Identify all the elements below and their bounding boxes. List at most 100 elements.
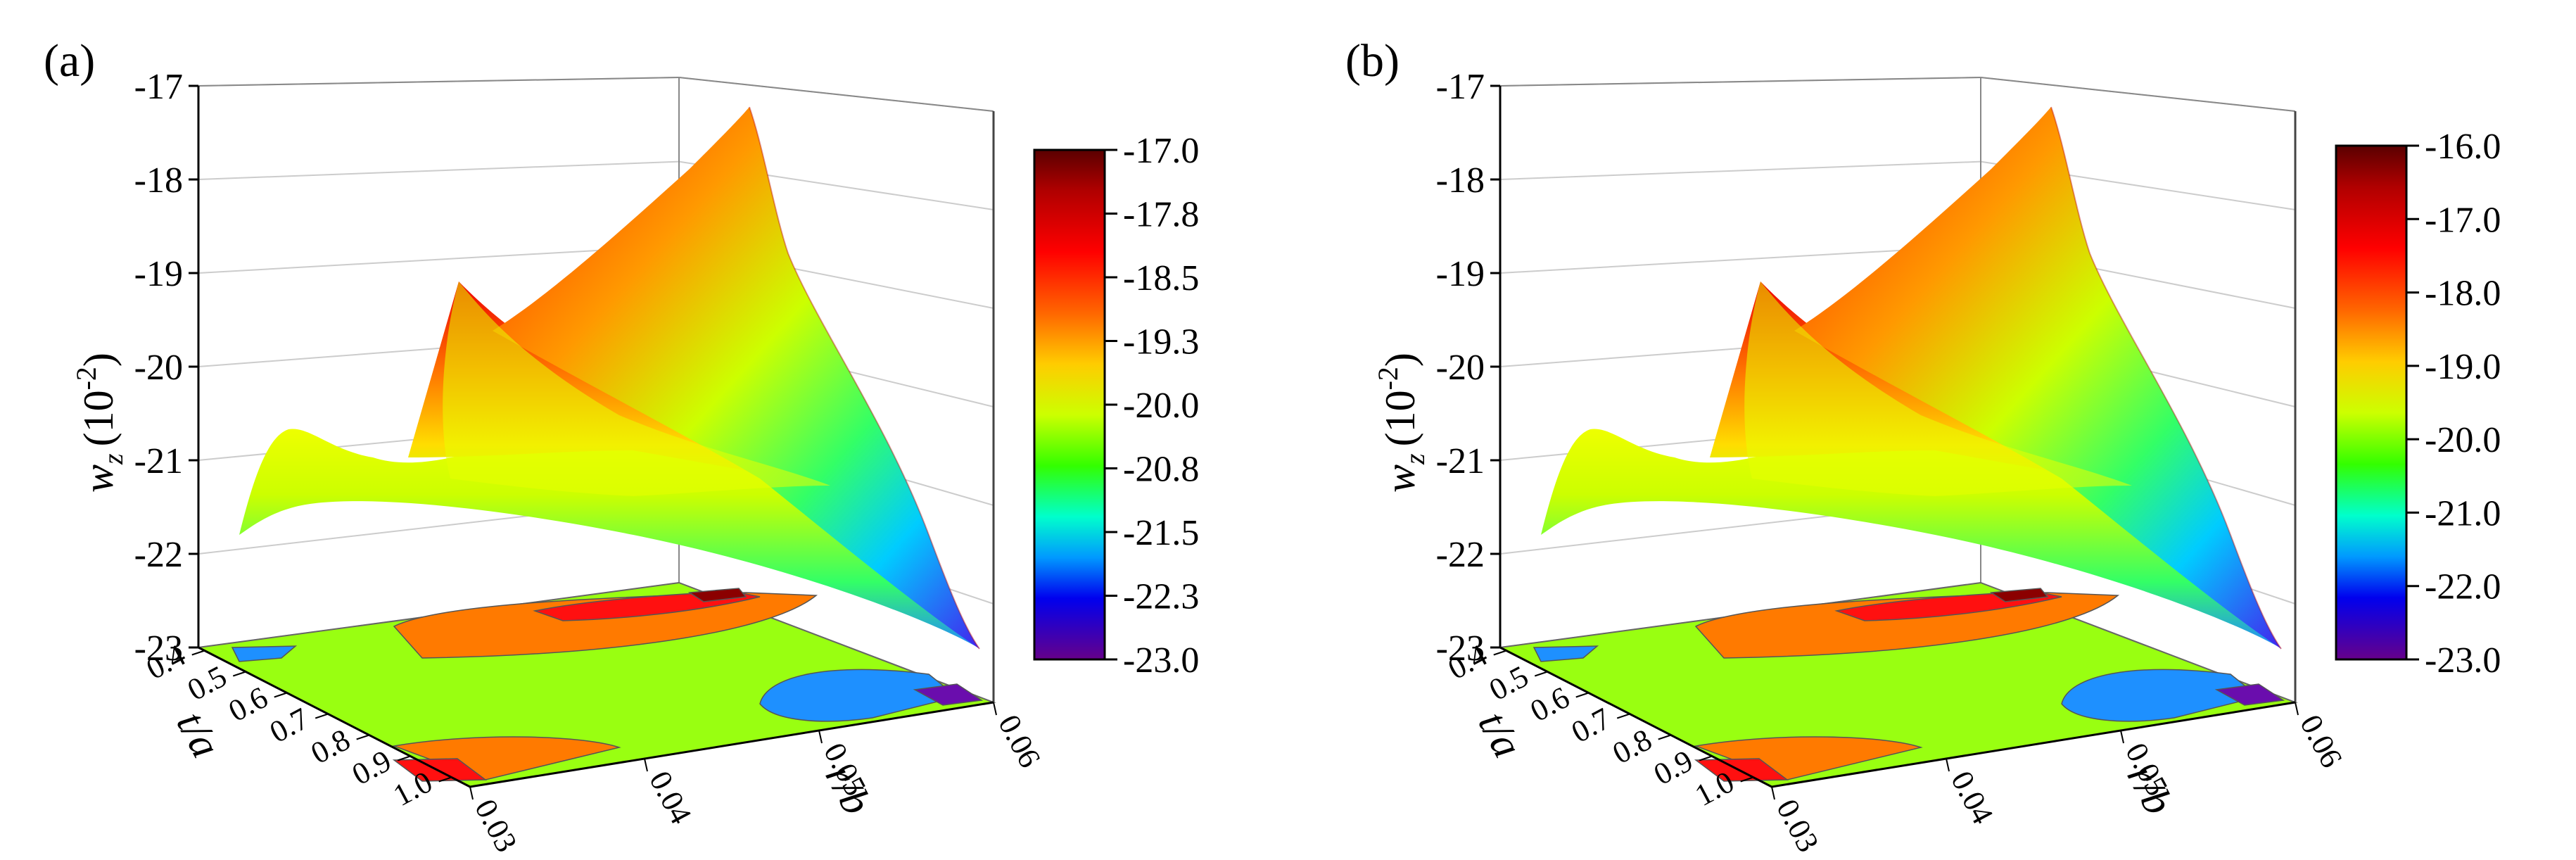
z-tick-label: -23 [1436,628,1485,669]
x-tick-label: 0.03 [1770,794,1825,858]
contour-region-orange-front [392,736,621,780]
contour-region-purple [2214,683,2285,706]
contour-region-darkred [1989,588,2049,602]
contour-region-red-front [392,758,488,782]
surface [239,106,980,650]
x-axis-line [1771,701,2296,788]
colorbar-tick-label: -23.0 [1123,640,1199,681]
floor-contour [1497,581,2298,788]
y-tick-mark [1575,692,1590,698]
surface [1541,106,2282,650]
y-tick-mark [232,671,246,677]
y-axis-title: t/a [1470,704,1532,765]
colorbar-tick-label: -17.0 [1123,131,1199,171]
panel-label: (b) [1345,35,1400,87]
x-tick-label: 0.03 [468,794,524,858]
colorbar-tick-label: -18.0 [2425,274,2501,314]
y-tick-mark [274,692,288,698]
colorbar-tick-label: -19.0 [2425,347,2501,387]
box-edge-top-right [678,77,994,112]
y-tick-mark [1699,755,1713,761]
z-axis-title: wz(10-2) [70,353,129,493]
colorbar [2335,144,2408,661]
y-axis-line [198,646,471,788]
x-tick-label: 0.06 [991,709,1047,773]
y-tick-mark [191,650,205,656]
y-tick-mark [315,713,329,719]
z-tick-label: -17 [134,67,183,107]
colorbar-tick-label: -18.5 [1123,258,1199,298]
x-tick-label: 0.04 [1944,766,2000,830]
z-tick-label: -22 [134,535,183,575]
colorbar-tick-label: -21.5 [1123,513,1199,553]
z-tick-label: -21 [134,441,183,481]
colorbar-tick-label: -20.0 [1123,386,1199,426]
colorbar-tick-label: -16.0 [2425,127,2501,167]
z-tick-label: -18 [134,160,183,201]
y-tick-mark [397,755,411,761]
contour-region-orange-front [1694,736,1923,780]
x-tick-label: 0.04 [642,766,698,830]
y-axis-line [1499,646,1772,788]
surface-ridge-line [749,106,980,650]
panel-label: (a) [44,35,95,87]
contour-region-orange-back [1694,592,2120,659]
panel-b: (b)-17-18-19-20-21-22-23wz(10-2)0.40.50.… [1345,35,2501,858]
z-tick-label: -22 [1436,535,1485,575]
contour-region-orange-back [393,592,818,659]
y-tick-mark [1658,734,1672,740]
surface-ridge-highlight [443,282,830,496]
surface-ridge-line [2050,106,2282,650]
x-tick-mark [469,786,474,800]
surface-right-peak [493,107,979,649]
gridline-left-wall [198,160,680,180]
z-axis-title: wz(10-2) [1372,353,1430,493]
z-tick-label: -20 [134,348,183,388]
panel-a: (a)-17-18-19-20-21-22-23wz(10-2)0.40.50.… [44,35,1199,858]
colorbar [1033,148,1106,661]
contour-region-blue [759,669,958,722]
colorbar-tick-label: -22.0 [2425,567,2501,607]
floor-contour [196,581,996,788]
x-tick-mark [818,730,823,744]
surface-ridge-highlight [1744,282,2132,496]
x-axis-line [469,701,994,788]
x-tick-mark [993,702,997,716]
colorbar-tick-label: -20.8 [1123,450,1199,490]
x-tick-label: 0.06 [2293,709,2349,773]
colorbar-tick-label: -17.0 [2425,200,2501,240]
x-tick-mark [2120,730,2124,744]
colorbar-tick-label: -17.8 [1123,195,1199,235]
contour-region-blue [2061,669,2260,722]
contour-region-blue-corner [1533,645,1599,662]
y-tick-mark [1534,671,1548,677]
z-tick-label: -17 [1436,67,1485,107]
z-tick-label: -23 [134,628,183,669]
z-tick-label: -21 [1436,441,1485,481]
box-edge-top-right [1980,77,2296,112]
box-edge-top-left [1499,77,1981,87]
contour-region-blue-corner [231,645,298,662]
x-tick-mark [2295,702,2299,716]
contour-region-red-front [1694,758,1789,782]
z-tick-label: -18 [1436,160,1485,201]
x-tick-mark [644,758,648,772]
gridline-left-wall [1499,160,1981,180]
y-tick-mark [438,776,452,783]
x-tick-mark [1771,786,1775,800]
colorbar-tick-label: -20.0 [2425,420,2501,460]
z-tick-label: -20 [1436,348,1485,388]
colorbar-tick-label: -21.0 [2425,493,2501,533]
colorbar-tick-label: -19.3 [1123,322,1199,362]
y-tick-mark [1740,776,1753,783]
y-tick-mark [1616,713,1630,719]
colorbar-tick-label: -22.3 [1123,577,1199,617]
box-edge-top-left [198,77,680,87]
colorbar-tick-label: -23.0 [2425,640,2501,681]
contour-region-purple [913,683,984,706]
y-tick-mark [356,734,370,740]
z-tick-label: -19 [134,254,183,294]
y-tick-mark [1493,650,1507,656]
x-tick-mark [1946,758,1950,772]
